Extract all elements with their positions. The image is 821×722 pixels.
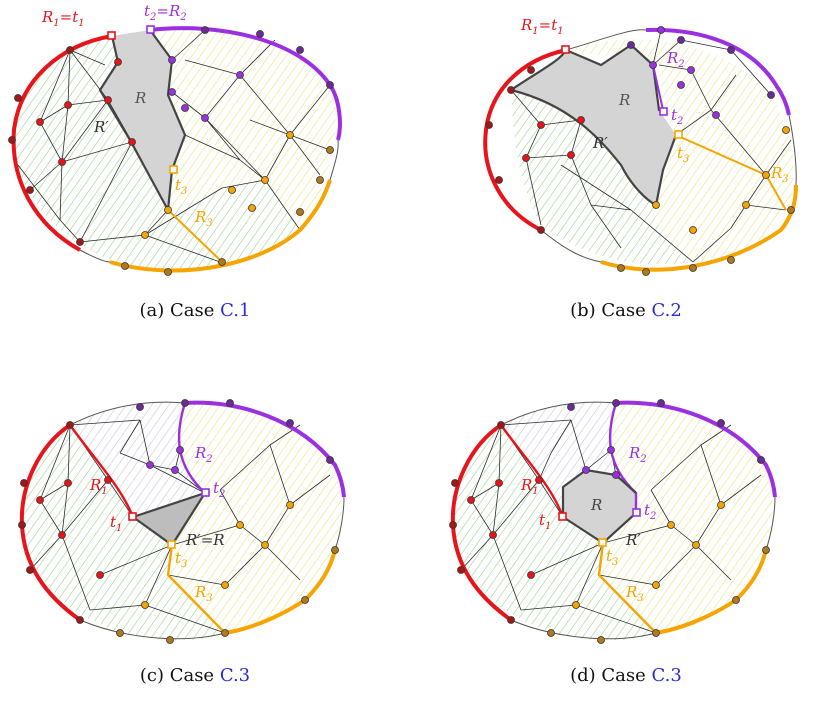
region-R-outline bbox=[98, 29, 187, 211]
region-gray-hatch bbox=[501, 402, 636, 517]
label-r1: R1 bbox=[89, 476, 108, 497]
terminal-t1 bbox=[558, 512, 567, 521]
boundary-thin bbox=[500, 401, 776, 640]
terminal-t2 bbox=[632, 508, 641, 517]
region-RpR-outline bbox=[130, 490, 208, 547]
region-RpR bbox=[133, 493, 205, 545]
boundary-R1 bbox=[483, 48, 567, 232]
diagram-d: R1 t1 R2 t2 R R′ t3 R3 bbox=[449, 399, 777, 644]
diagram-b: R1=t1 R2 t2 R R′ t3 R3 bbox=[483, 16, 798, 276]
diagram-a: R1=t1 t2=R2 R R′ t3 R3 bbox=[8, 2, 342, 276]
boundary-dark bbox=[565, 29, 647, 51]
label-t1: t1 bbox=[110, 513, 122, 534]
label-r3: R3 bbox=[194, 208, 213, 229]
label-r2: R2 bbox=[194, 444, 213, 465]
caption-ref-link[interactable]: C.3 bbox=[219, 665, 251, 686]
label-t1: t1 bbox=[539, 511, 551, 532]
region-green bbox=[511, 90, 691, 265]
boundary-thin bbox=[69, 401, 345, 640]
edge-R3 bbox=[167, 209, 223, 263]
terminal-t2 bbox=[201, 488, 210, 497]
vertices bbox=[8, 26, 334, 276]
label-R: R bbox=[134, 89, 146, 107]
label-t3: t3 bbox=[175, 549, 187, 570]
graph-edges bbox=[460, 419, 762, 634]
caption-ref-link[interactable]: C.1 bbox=[220, 300, 251, 321]
graph-edges bbox=[510, 29, 792, 263]
caption-ref-link[interactable]: C.3 bbox=[651, 665, 682, 686]
diagram-c: R1 t1 R2 t2 R′=R t3 R3 bbox=[18, 399, 346, 644]
boundary-R2 bbox=[645, 27, 791, 116]
panel-d: R1 t1 R2 t2 R R′ t3 R3 (d) Case C.3 bbox=[431, 365, 821, 705]
panel-a: R1=t1 t2=R2 R R′ t3 R3 (a) Case C.1 bbox=[0, 0, 390, 340]
label-t3: t3 bbox=[175, 176, 187, 197]
vertices bbox=[485, 26, 795, 276]
boundary-R2 bbox=[149, 26, 342, 141]
path-R3 bbox=[597, 542, 657, 634]
vertices bbox=[449, 399, 770, 644]
terminal-t3 bbox=[598, 538, 607, 547]
caption-c: (c) Case C.3 bbox=[139, 665, 251, 686]
caption-b: (b) Case C.2 bbox=[570, 300, 682, 321]
terminal-t3 bbox=[674, 130, 683, 139]
caption-d: (d) Case C.3 bbox=[570, 665, 682, 686]
region-green bbox=[452, 425, 656, 641]
boundary-thin bbox=[540, 114, 797, 263]
label-r2: R2 bbox=[666, 49, 685, 70]
label-t2: t2 bbox=[644, 501, 656, 522]
label-Rprime: R′ bbox=[625, 531, 641, 549]
region-R bbox=[563, 470, 636, 543]
label-R: R bbox=[618, 91, 630, 109]
label-Rprime: R′ bbox=[592, 134, 608, 152]
terminal-t2 bbox=[659, 107, 668, 116]
region-green bbox=[21, 425, 225, 641]
terminal-t1 bbox=[561, 45, 570, 54]
label-t2: t2 bbox=[671, 106, 683, 127]
region-yellow bbox=[566, 39, 795, 210]
label-r3: R3 bbox=[194, 583, 213, 604]
terminal-t3 bbox=[169, 165, 178, 174]
path-R1 bbox=[500, 424, 565, 518]
label-r3: R3 bbox=[770, 164, 789, 185]
label-r1: R1 bbox=[520, 476, 539, 497]
region-yellow bbox=[168, 402, 342, 633]
label-t3: t3 bbox=[606, 547, 618, 568]
region-R bbox=[100, 30, 185, 210]
panel-b: R1=t1 R2 t2 R R′ t3 R3 (b) Case C.2 bbox=[431, 0, 821, 340]
boundary-R3 bbox=[109, 179, 332, 273]
region-yellow-2 bbox=[654, 135, 786, 262]
region-R bbox=[511, 45, 676, 205]
boundary-R2-outer bbox=[615, 400, 777, 498]
terminal-t1 bbox=[128, 512, 137, 521]
label-R: R bbox=[590, 496, 602, 514]
terminal-t2 bbox=[146, 25, 155, 34]
label-r1-t1: R1=t1 bbox=[41, 8, 85, 29]
label-RpR: R′=R bbox=[185, 531, 225, 549]
boundary-R2-outer bbox=[184, 400, 346, 498]
edge-R2 bbox=[652, 64, 664, 111]
boundary-thin bbox=[79, 139, 339, 263]
terminal-t3 bbox=[167, 540, 176, 549]
region-yellow bbox=[599, 402, 773, 633]
label-t2-r2: t2=R2 bbox=[144, 2, 187, 23]
region-R-outline bbox=[510, 43, 678, 207]
graph-edges bbox=[17, 29, 331, 263]
path-R1 bbox=[69, 424, 135, 518]
label-r2: R2 bbox=[628, 444, 647, 465]
terminal-t1 bbox=[107, 31, 116, 40]
label-r3: R3 bbox=[625, 583, 644, 604]
label-t2: t2 bbox=[213, 479, 225, 500]
region-yellow bbox=[150, 29, 336, 231]
graph-edges bbox=[29, 419, 331, 634]
label-t3: t3 bbox=[677, 144, 689, 165]
caption-ref-link[interactable]: C.2 bbox=[651, 300, 682, 321]
caption-a: (a) Case C.1 bbox=[139, 300, 251, 321]
path-R3 bbox=[166, 544, 226, 634]
vertices bbox=[18, 399, 339, 644]
label-r1-t1: R1=t1 bbox=[520, 16, 564, 37]
label-Rprime: R′ bbox=[93, 118, 109, 136]
panel-c: R1 t1 R2 t2 R′=R t3 R3 (c) Case C.3 bbox=[0, 365, 390, 705]
